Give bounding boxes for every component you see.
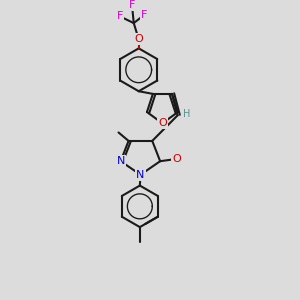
Text: F: F	[129, 0, 135, 10]
Text: F: F	[141, 10, 147, 20]
Text: O: O	[158, 118, 167, 128]
Text: N: N	[136, 170, 145, 180]
Text: O: O	[134, 34, 143, 44]
Text: F: F	[117, 11, 123, 21]
Text: O: O	[172, 154, 181, 164]
Text: N: N	[116, 156, 125, 166]
Text: H: H	[183, 109, 191, 118]
